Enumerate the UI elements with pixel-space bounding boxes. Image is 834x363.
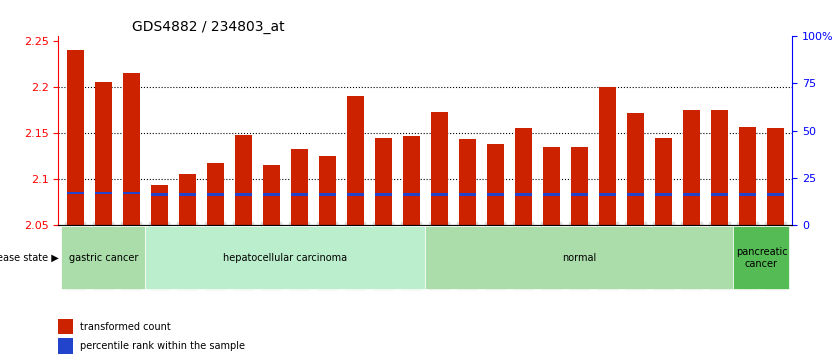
Bar [431, 112, 448, 225]
Bar [403, 136, 420, 225]
Bar [291, 148, 308, 225]
Bar [178, 174, 196, 225]
Bar [683, 193, 700, 196]
Bar [151, 185, 168, 225]
FancyBboxPatch shape [61, 227, 145, 289]
Bar [123, 73, 139, 225]
Bar [767, 129, 784, 225]
Bar [263, 193, 279, 196]
Bar [67, 192, 83, 194]
Bar [543, 147, 560, 225]
Text: disease state ▶: disease state ▶ [0, 253, 58, 263]
Text: gastric cancer: gastric cancer [68, 253, 138, 263]
Bar [739, 193, 756, 196]
Bar [431, 193, 448, 196]
Bar [599, 193, 615, 196]
Bar [711, 110, 728, 225]
Text: pancreatic
cancer: pancreatic cancer [736, 247, 787, 269]
Bar [683, 110, 700, 225]
Bar [178, 193, 196, 196]
Bar [235, 135, 252, 225]
Bar [515, 129, 532, 225]
Bar [487, 144, 504, 225]
Bar [515, 193, 532, 196]
Bar [235, 193, 252, 196]
Bar [487, 193, 504, 196]
Bar [543, 193, 560, 196]
Bar [67, 50, 83, 225]
Text: percentile rank within the sample: percentile rank within the sample [80, 341, 245, 351]
Bar [319, 156, 336, 225]
Bar [739, 127, 756, 225]
Bar [767, 193, 784, 196]
Bar [58, 338, 73, 354]
Bar [459, 139, 475, 225]
Bar [151, 193, 168, 196]
Text: normal: normal [562, 253, 596, 263]
Bar [375, 138, 392, 225]
Bar [571, 147, 588, 225]
Bar [655, 193, 672, 196]
FancyBboxPatch shape [145, 227, 425, 289]
Bar [599, 87, 615, 225]
FancyBboxPatch shape [425, 227, 733, 289]
Bar [347, 96, 364, 225]
Bar [95, 82, 112, 225]
Bar [347, 193, 364, 196]
Bar [291, 193, 308, 196]
Text: GDS4882 / 234803_at: GDS4882 / 234803_at [132, 20, 284, 34]
Text: transformed count: transformed count [80, 322, 171, 331]
Bar [627, 193, 644, 196]
Bar [459, 193, 475, 196]
Bar [319, 193, 336, 196]
FancyBboxPatch shape [733, 227, 790, 289]
Bar [627, 113, 644, 225]
Bar [711, 193, 728, 196]
Bar [571, 193, 588, 196]
Bar [207, 163, 224, 225]
Bar [58, 319, 73, 334]
Bar [403, 193, 420, 196]
Bar [207, 193, 224, 196]
Bar [655, 138, 672, 225]
Bar [375, 193, 392, 196]
Text: hepatocellular carcinoma: hepatocellular carcinoma [224, 253, 347, 263]
Bar [95, 192, 112, 194]
Bar [263, 165, 279, 225]
Bar [123, 192, 139, 194]
